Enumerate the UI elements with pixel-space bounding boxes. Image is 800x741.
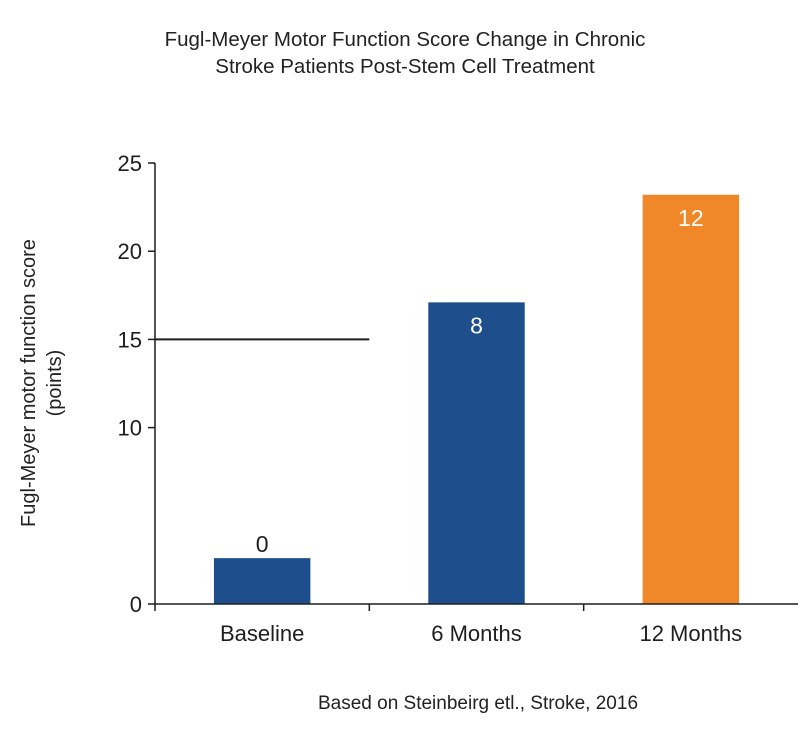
x-tick-label: 12 Months [639, 621, 742, 646]
y-tick-label: 15 [118, 327, 142, 352]
y-tick-label: 20 [118, 239, 142, 264]
axes-layer [148, 162, 798, 611]
data-label: 0 [256, 531, 269, 557]
bar-6-months [428, 302, 525, 604]
x-tick-label: Baseline [220, 621, 304, 646]
chart-title-line-2: Stroke Patients Post-Stem Cell Treatment [215, 55, 595, 78]
y-tick-label: 0 [130, 592, 142, 617]
chart-title: Fugl-Meyer Motor Function Score Change i… [0, 26, 800, 80]
bars-layer [213, 194, 740, 604]
x-tick-label: 6 Months [431, 621, 522, 646]
labels-layer: 0 Baseline 8 6 Months 12 12 Months 0 10 15 20 25 [118, 151, 743, 646]
source-note: Based on Steinbeirg etl., Stroke, 2016 [317, 693, 639, 714]
y-tick-label: 25 [118, 151, 142, 176]
bar-12-months [642, 194, 740, 604]
bar-baseline [213, 558, 311, 604]
chart-title-line-1: Fugl-Meyer Motor Function Score Change i… [164, 28, 646, 51]
y-tick-label: 10 [118, 416, 142, 441]
data-label: 8 [470, 312, 483, 338]
data-label: 12 [678, 205, 704, 231]
